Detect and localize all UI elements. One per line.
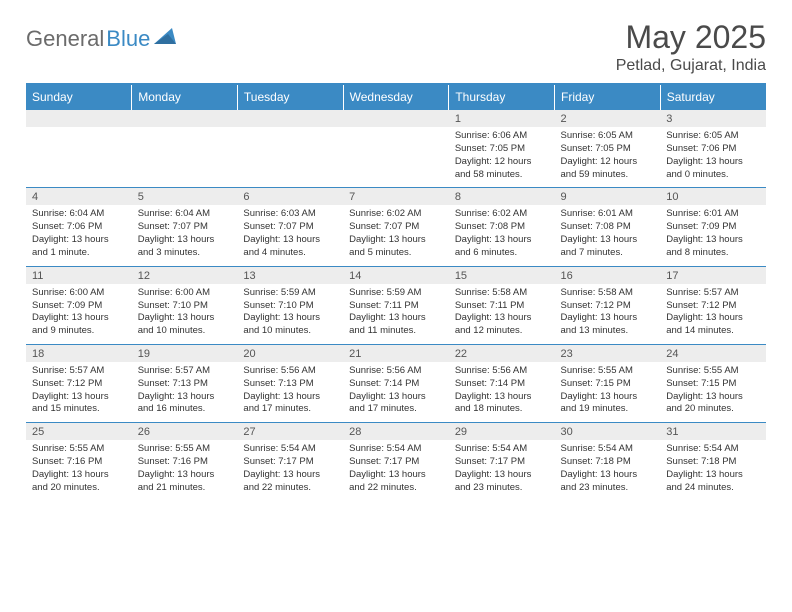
- calendar-detail-row: Sunrise: 5:57 AM Sunset: 7:12 PM Dayligh…: [26, 362, 766, 423]
- day-number: 23: [555, 344, 661, 362]
- day-number: 8: [449, 188, 555, 206]
- calendar-daynum-row: 18192021222324: [26, 344, 766, 362]
- day-number: 7: [343, 188, 449, 206]
- day-details: Sunrise: 5:59 AM Sunset: 7:10 PM Dayligh…: [237, 284, 343, 345]
- day-details: Sunrise: 6:00 AM Sunset: 7:09 PM Dayligh…: [26, 284, 132, 345]
- day-details: Sunrise: 6:05 AM Sunset: 7:06 PM Dayligh…: [660, 127, 766, 188]
- day-number: [343, 110, 449, 128]
- logo-text-blue: Blue: [106, 26, 150, 52]
- weekday-heading: Friday: [555, 84, 661, 110]
- day-number: 17: [660, 266, 766, 284]
- day-details: Sunrise: 5:57 AM Sunset: 7:12 PM Dayligh…: [660, 284, 766, 345]
- day-details: Sunrise: 5:54 AM Sunset: 7:18 PM Dayligh…: [555, 440, 661, 500]
- calendar-detail-row: Sunrise: 6:06 AM Sunset: 7:05 PM Dayligh…: [26, 127, 766, 188]
- day-details: Sunrise: 6:02 AM Sunset: 7:08 PM Dayligh…: [449, 205, 555, 266]
- calendar-daynum-row: 11121314151617: [26, 266, 766, 284]
- title-block: May 2025 Petlad, Gujarat, India: [616, 20, 766, 75]
- day-number: 20: [237, 344, 343, 362]
- day-number: 11: [26, 266, 132, 284]
- day-details: Sunrise: 6:04 AM Sunset: 7:07 PM Dayligh…: [132, 205, 238, 266]
- day-details: Sunrise: 5:55 AM Sunset: 7:16 PM Dayligh…: [132, 440, 238, 500]
- day-details: Sunrise: 6:04 AM Sunset: 7:06 PM Dayligh…: [26, 205, 132, 266]
- day-details: Sunrise: 6:03 AM Sunset: 7:07 PM Dayligh…: [237, 205, 343, 266]
- day-number: 22: [449, 344, 555, 362]
- calendar-weekday-header: Sunday Monday Tuesday Wednesday Thursday…: [26, 84, 766, 110]
- calendar-page: General Blue May 2025 Petlad, Gujarat, I…: [0, 0, 792, 510]
- day-number: 10: [660, 188, 766, 206]
- day-number: 18: [26, 344, 132, 362]
- day-details: Sunrise: 5:54 AM Sunset: 7:17 PM Dayligh…: [343, 440, 449, 500]
- day-number: 5: [132, 188, 238, 206]
- calendar-table: Sunday Monday Tuesday Wednesday Thursday…: [26, 83, 766, 500]
- day-details: Sunrise: 5:58 AM Sunset: 7:11 PM Dayligh…: [449, 284, 555, 345]
- page-header: General Blue May 2025 Petlad, Gujarat, I…: [26, 20, 766, 75]
- logo-text-general: General: [26, 26, 104, 52]
- day-number: 14: [343, 266, 449, 284]
- day-number: 19: [132, 344, 238, 362]
- day-number: 12: [132, 266, 238, 284]
- weekday-heading: Thursday: [449, 84, 555, 110]
- day-number: 24: [660, 344, 766, 362]
- day-details: Sunrise: 6:00 AM Sunset: 7:10 PM Dayligh…: [132, 284, 238, 345]
- day-number: 30: [555, 423, 661, 441]
- calendar-daynum-row: 123: [26, 110, 766, 128]
- day-number: 1: [449, 110, 555, 128]
- calendar-detail-row: Sunrise: 6:04 AM Sunset: 7:06 PM Dayligh…: [26, 205, 766, 266]
- weekday-heading: Saturday: [660, 84, 766, 110]
- day-number: 13: [237, 266, 343, 284]
- weekday-heading: Sunday: [26, 84, 132, 110]
- day-number: 3: [660, 110, 766, 128]
- day-details: Sunrise: 5:56 AM Sunset: 7:14 PM Dayligh…: [343, 362, 449, 423]
- day-number: 9: [555, 188, 661, 206]
- day-details: [132, 127, 238, 188]
- day-details: Sunrise: 5:56 AM Sunset: 7:14 PM Dayligh…: [449, 362, 555, 423]
- weekday-heading: Wednesday: [343, 84, 449, 110]
- day-details: Sunrise: 5:57 AM Sunset: 7:12 PM Dayligh…: [26, 362, 132, 423]
- day-number: [26, 110, 132, 128]
- day-details: Sunrise: 5:59 AM Sunset: 7:11 PM Dayligh…: [343, 284, 449, 345]
- calendar-detail-row: Sunrise: 6:00 AM Sunset: 7:09 PM Dayligh…: [26, 284, 766, 345]
- day-number: 16: [555, 266, 661, 284]
- location-subtitle: Petlad, Gujarat, India: [616, 57, 766, 75]
- weekday-heading: Tuesday: [237, 84, 343, 110]
- day-number: 2: [555, 110, 661, 128]
- calendar-body: 123Sunrise: 6:06 AM Sunset: 7:05 PM Dayl…: [26, 110, 766, 501]
- day-details: Sunrise: 5:55 AM Sunset: 7:16 PM Dayligh…: [26, 440, 132, 500]
- day-details: Sunrise: 6:05 AM Sunset: 7:05 PM Dayligh…: [555, 127, 661, 188]
- day-details: Sunrise: 5:58 AM Sunset: 7:12 PM Dayligh…: [555, 284, 661, 345]
- day-details: Sunrise: 5:56 AM Sunset: 7:13 PM Dayligh…: [237, 362, 343, 423]
- day-details: Sunrise: 5:55 AM Sunset: 7:15 PM Dayligh…: [555, 362, 661, 423]
- day-details: [237, 127, 343, 188]
- day-details: Sunrise: 5:54 AM Sunset: 7:17 PM Dayligh…: [237, 440, 343, 500]
- day-details: Sunrise: 6:01 AM Sunset: 7:08 PM Dayligh…: [555, 205, 661, 266]
- day-details: Sunrise: 5:54 AM Sunset: 7:18 PM Dayligh…: [660, 440, 766, 500]
- calendar-detail-row: Sunrise: 5:55 AM Sunset: 7:16 PM Dayligh…: [26, 440, 766, 500]
- day-details: Sunrise: 5:57 AM Sunset: 7:13 PM Dayligh…: [132, 362, 238, 423]
- calendar-daynum-row: 25262728293031: [26, 423, 766, 441]
- day-number: 6: [237, 188, 343, 206]
- day-number: 31: [660, 423, 766, 441]
- day-details: Sunrise: 6:06 AM Sunset: 7:05 PM Dayligh…: [449, 127, 555, 188]
- day-details: Sunrise: 5:55 AM Sunset: 7:15 PM Dayligh…: [660, 362, 766, 423]
- logo: General Blue: [26, 26, 176, 52]
- logo-triangle-icon: [154, 28, 176, 49]
- day-details: [26, 127, 132, 188]
- day-details: Sunrise: 6:01 AM Sunset: 7:09 PM Dayligh…: [660, 205, 766, 266]
- day-number: [237, 110, 343, 128]
- day-number: 28: [343, 423, 449, 441]
- day-details: Sunrise: 5:54 AM Sunset: 7:17 PM Dayligh…: [449, 440, 555, 500]
- day-number: 15: [449, 266, 555, 284]
- day-number: 21: [343, 344, 449, 362]
- month-title: May 2025: [616, 20, 766, 55]
- day-details: Sunrise: 6:02 AM Sunset: 7:07 PM Dayligh…: [343, 205, 449, 266]
- day-number: 29: [449, 423, 555, 441]
- day-number: 25: [26, 423, 132, 441]
- calendar-daynum-row: 45678910: [26, 188, 766, 206]
- day-number: 27: [237, 423, 343, 441]
- weekday-heading: Monday: [132, 84, 238, 110]
- day-number: [132, 110, 238, 128]
- day-number: 26: [132, 423, 238, 441]
- day-number: 4: [26, 188, 132, 206]
- day-details: [343, 127, 449, 188]
